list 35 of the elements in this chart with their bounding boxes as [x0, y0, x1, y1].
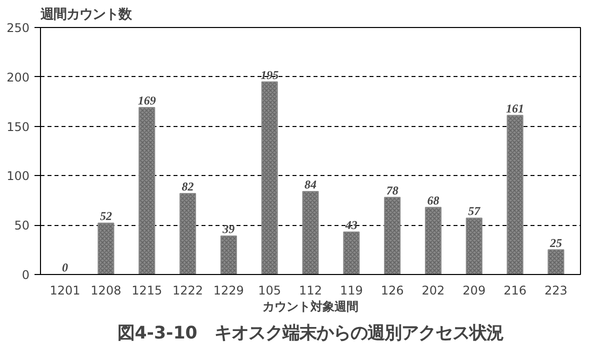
- data-label: 68: [427, 193, 440, 208]
- x-tick-label: 105: [258, 284, 282, 298]
- data-label: 57: [468, 204, 482, 218]
- data-label: 25: [548, 236, 562, 250]
- y-tick-label: 100: [6, 169, 30, 184]
- x-tick-label: 112: [299, 284, 322, 298]
- x-tick-label: 1201: [50, 284, 80, 298]
- y-axis-title: 週間カウント数: [40, 8, 132, 22]
- data-label: 169: [138, 94, 156, 108]
- data-label: 161: [506, 101, 524, 116]
- y-tick-label: 0: [22, 268, 30, 282]
- x-tick-label: 202: [422, 284, 445, 298]
- data-label: 78: [386, 183, 398, 198]
- data-label: 84: [304, 178, 316, 192]
- x-tick-label: 209: [462, 284, 486, 298]
- x-tick-label: 126: [380, 284, 404, 298]
- x-tick-label: 1215: [132, 284, 162, 298]
- x-axis-title: カウント対象週間: [262, 300, 358, 314]
- data-label: 195: [260, 68, 279, 82]
- x-tick-label: 223: [544, 284, 568, 298]
- x-tick-label: 1208: [90, 284, 122, 298]
- data-label: 52: [100, 209, 112, 224]
- y-tick-label: 250: [6, 21, 30, 35]
- data-label: 39: [222, 222, 235, 236]
- y-tick-label: 150: [6, 120, 30, 134]
- y-tick-label: 200: [6, 70, 30, 84]
- data-label: 43: [344, 218, 358, 232]
- x-tick-label: 1229: [213, 284, 244, 298]
- data-label: 0: [62, 260, 68, 274]
- y-tick-label: 50: [14, 218, 30, 233]
- x-tick-label: 216: [504, 284, 526, 298]
- data-label: 82: [182, 179, 194, 194]
- x-tick-label: 1222: [172, 284, 204, 298]
- x-tick-label: 119: [340, 284, 363, 298]
- text: 図4-3-10 キオスク端末からの週別アクセス状況: [118, 324, 504, 344]
